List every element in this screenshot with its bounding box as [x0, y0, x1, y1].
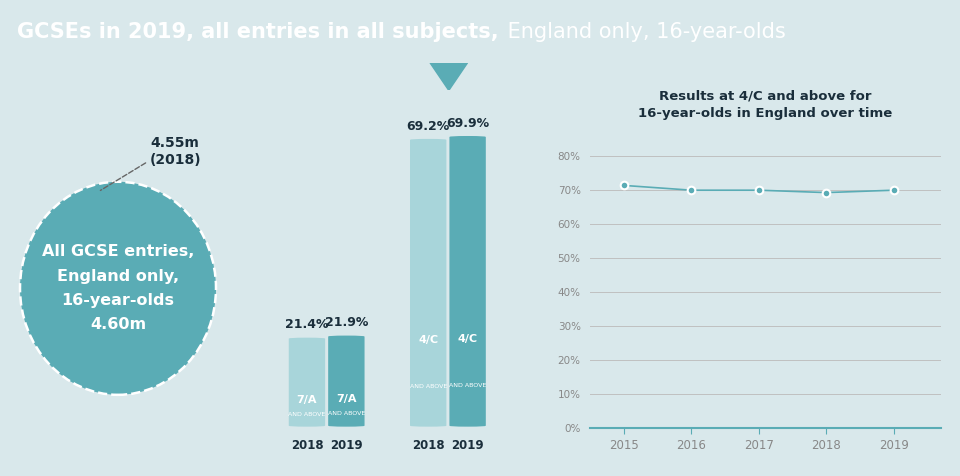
Text: 4/C: 4/C: [458, 335, 478, 345]
Text: 2019: 2019: [451, 439, 484, 452]
Ellipse shape: [20, 182, 216, 395]
Text: 2018: 2018: [291, 439, 324, 452]
FancyBboxPatch shape: [328, 336, 365, 426]
FancyBboxPatch shape: [410, 139, 446, 426]
Text: AND ABOVE: AND ABOVE: [327, 411, 365, 416]
FancyBboxPatch shape: [449, 136, 486, 426]
FancyBboxPatch shape: [289, 337, 325, 426]
Text: 16-year-olds: 16-year-olds: [61, 293, 175, 308]
Text: 21.4%: 21.4%: [285, 318, 328, 331]
Text: England only, 16-year-olds: England only, 16-year-olds: [501, 22, 785, 42]
Text: 4.60m: 4.60m: [90, 317, 146, 332]
Text: 2018: 2018: [412, 439, 444, 452]
Text: 4/C: 4/C: [419, 335, 439, 345]
Text: AND ABOVE: AND ABOVE: [288, 412, 325, 416]
Text: 69.2%: 69.2%: [407, 119, 450, 133]
Text: 7/A: 7/A: [297, 395, 317, 405]
Text: 69.9%: 69.9%: [446, 117, 490, 130]
Text: GCSEs in 2019, all entries in all subjects,: GCSEs in 2019, all entries in all subjec…: [17, 22, 499, 42]
Title: Results at 4/C and above for
16-year-olds in England over time: Results at 4/C and above for 16-year-old…: [638, 89, 893, 120]
Text: 21.9%: 21.9%: [324, 317, 368, 329]
Text: AND ABOVE: AND ABOVE: [449, 384, 487, 388]
Text: England only,: England only,: [57, 268, 180, 284]
Text: 7/A: 7/A: [336, 394, 356, 404]
Text: All GCSE entries,: All GCSE entries,: [42, 244, 194, 259]
Text: 4.55m
(2018): 4.55m (2018): [150, 136, 202, 167]
Text: 2019: 2019: [330, 439, 363, 452]
Text: AND ABOVE: AND ABOVE: [410, 384, 446, 389]
Polygon shape: [430, 63, 468, 90]
